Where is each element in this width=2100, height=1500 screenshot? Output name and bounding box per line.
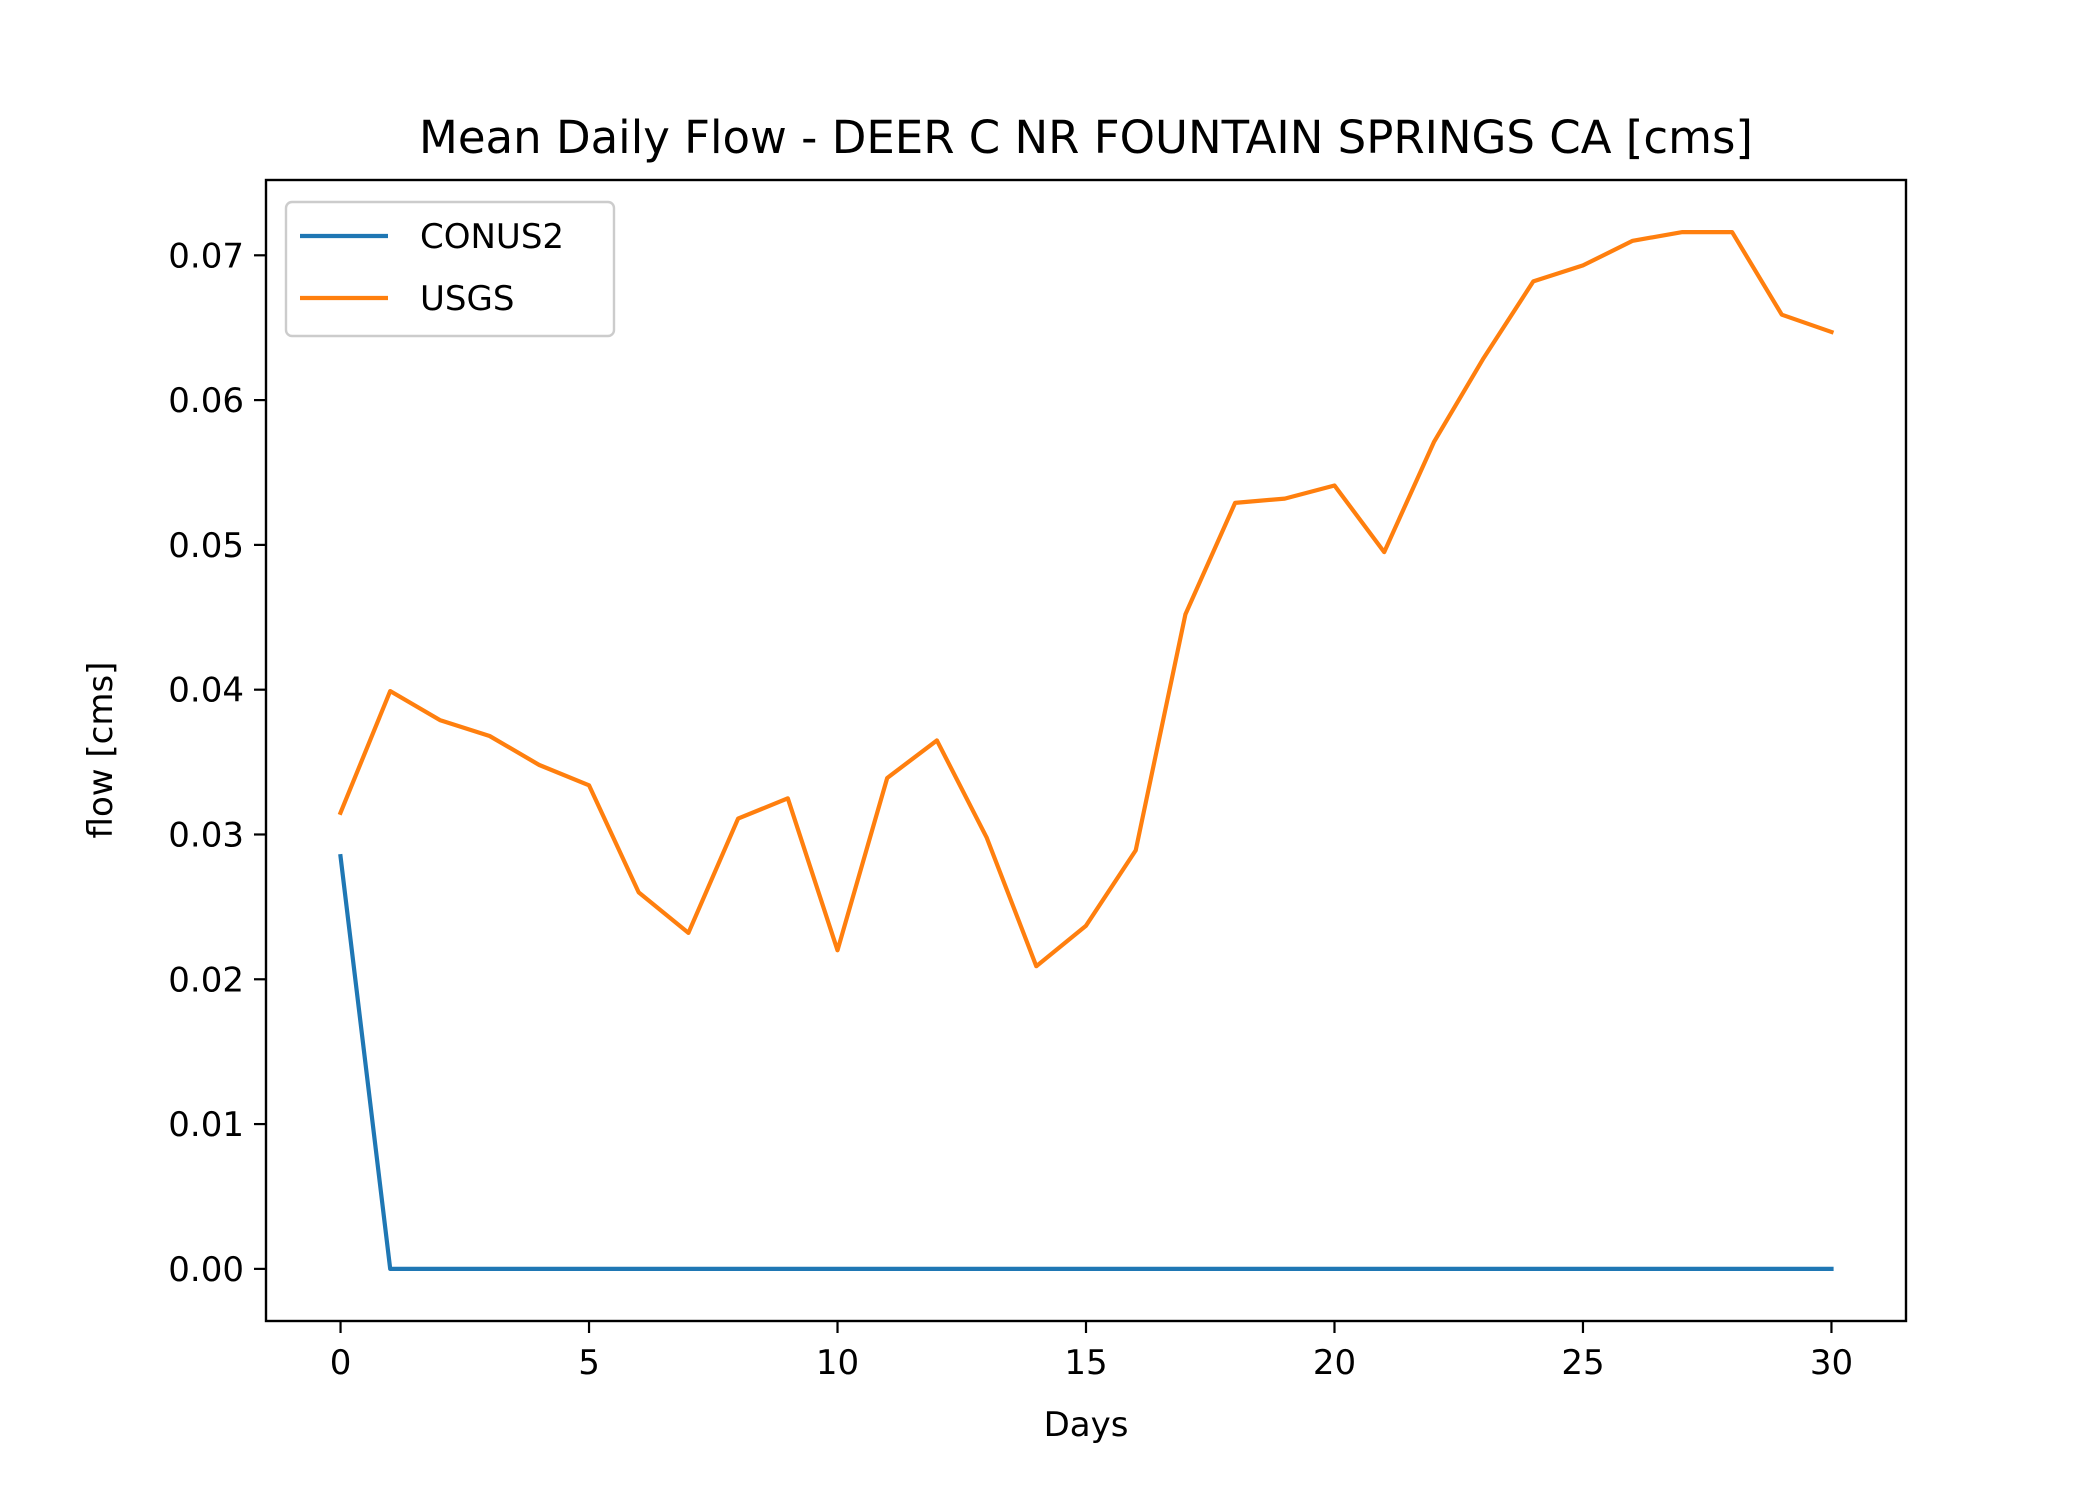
plot-lines bbox=[337, 230, 1835, 1272]
y-tick-label: 0.05 bbox=[168, 526, 244, 566]
x-tick-label: 0 bbox=[330, 1343, 352, 1383]
y-tick-label: 0.02 bbox=[168, 960, 244, 1000]
x-tick-label: 20 bbox=[1313, 1343, 1356, 1383]
series-line-conus2 bbox=[338, 853, 1834, 1272]
y-axis: 0.00 0.01 0.02 0.03 0.04 0.05 0.06 0.07 bbox=[168, 236, 266, 1290]
x-axis-label: Days bbox=[1044, 1405, 1129, 1445]
x-tick-label: 30 bbox=[1810, 1343, 1853, 1383]
y-tick-label: 0.04 bbox=[168, 671, 244, 711]
legend: CONUS2 USGS bbox=[284, 200, 616, 338]
y-tick-label: 0.07 bbox=[168, 236, 244, 276]
y-tick-label: 0.03 bbox=[168, 815, 244, 855]
legend-label-conus2: CONUS2 bbox=[420, 217, 564, 257]
chart-title: Mean Daily Flow - DEER C NR FOUNTAIN SPR… bbox=[419, 111, 1753, 164]
x-tick-label: 25 bbox=[1561, 1343, 1604, 1383]
x-tick-label: 10 bbox=[816, 1343, 859, 1383]
y-axis-label: flow [cms] bbox=[81, 662, 121, 839]
y-tick-label: 0.01 bbox=[168, 1105, 244, 1145]
y-tick-label: 0.06 bbox=[168, 381, 244, 421]
x-axis: 0 5 10 15 20 25 30 bbox=[330, 1321, 1853, 1383]
x-tick-label: 15 bbox=[1064, 1343, 1107, 1383]
series-line-usgs bbox=[337, 230, 1835, 969]
legend-label-usgs: USGS bbox=[420, 279, 514, 319]
x-tick-label: 5 bbox=[578, 1343, 600, 1383]
y-tick-label: 0.00 bbox=[168, 1250, 244, 1290]
